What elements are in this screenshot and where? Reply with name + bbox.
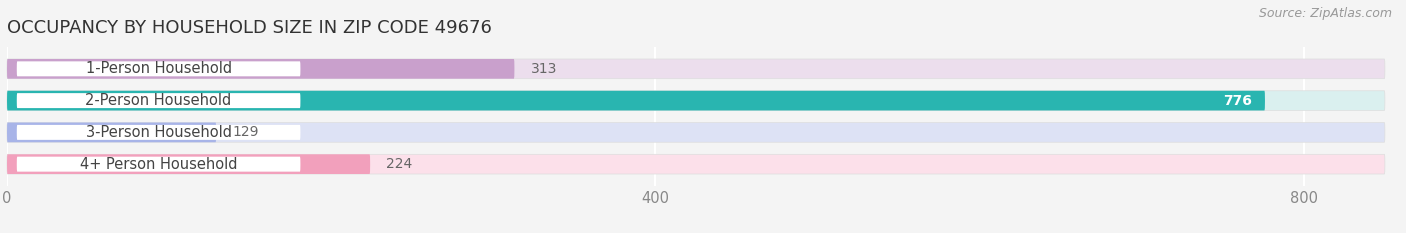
FancyBboxPatch shape	[7, 123, 1385, 142]
Text: OCCUPANCY BY HOUSEHOLD SIZE IN ZIP CODE 49676: OCCUPANCY BY HOUSEHOLD SIZE IN ZIP CODE …	[7, 19, 492, 37]
FancyBboxPatch shape	[7, 123, 217, 142]
FancyBboxPatch shape	[7, 154, 1385, 174]
FancyBboxPatch shape	[7, 59, 515, 79]
Text: 313: 313	[530, 62, 557, 76]
FancyBboxPatch shape	[7, 154, 370, 174]
FancyBboxPatch shape	[17, 125, 301, 140]
FancyBboxPatch shape	[7, 91, 1385, 110]
FancyBboxPatch shape	[17, 61, 301, 76]
Text: 3-Person Household: 3-Person Household	[86, 125, 232, 140]
Text: Source: ZipAtlas.com: Source: ZipAtlas.com	[1258, 7, 1392, 20]
Text: 2-Person Household: 2-Person Household	[86, 93, 232, 108]
FancyBboxPatch shape	[7, 91, 1265, 110]
Text: 224: 224	[387, 157, 412, 171]
FancyBboxPatch shape	[7, 59, 1385, 79]
Text: 4+ Person Household: 4+ Person Household	[80, 157, 238, 172]
FancyBboxPatch shape	[17, 93, 301, 108]
Text: 776: 776	[1223, 94, 1251, 108]
Text: 129: 129	[232, 125, 259, 139]
Text: 1-Person Household: 1-Person Household	[86, 61, 232, 76]
FancyBboxPatch shape	[17, 157, 301, 172]
